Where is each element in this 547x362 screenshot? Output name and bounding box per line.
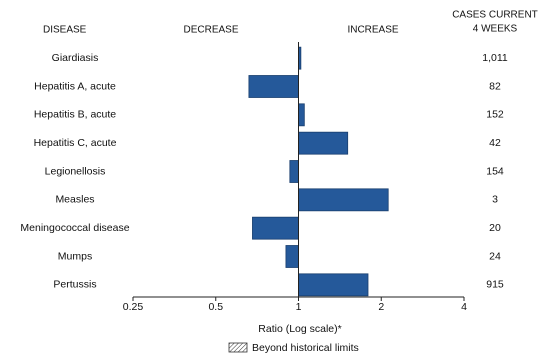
- bar: [289, 160, 299, 183]
- cases-label: 42: [489, 137, 501, 149]
- category-label: Mumps: [58, 250, 92, 262]
- category-label: Measles: [55, 194, 94, 206]
- category-label: Hepatitis C, acute: [34, 137, 117, 149]
- bar: [285, 245, 299, 268]
- x-axis-label: Ratio (Log scale)*: [258, 323, 341, 335]
- category-label: Giardiasis: [52, 52, 99, 64]
- cases-label: 154: [486, 165, 504, 177]
- cases-label: 3: [492, 194, 498, 206]
- legend-label: Beyond historical limits: [252, 342, 359, 354]
- bar: [298, 273, 369, 297]
- category-label: Legionellosis: [45, 165, 106, 177]
- bar: [298, 103, 305, 127]
- category-label: Meningococcal disease: [20, 222, 129, 234]
- x-tick-label: 0.25: [123, 301, 144, 313]
- header-decrease: DECREASE: [183, 25, 238, 36]
- cases-label: 915: [486, 279, 504, 291]
- category-label: Pertussis: [53, 279, 96, 291]
- category-label: Hepatitis A, acute: [34, 80, 116, 92]
- header-disease: DISEASE: [43, 25, 87, 36]
- bar: [298, 188, 389, 212]
- cases-label: 1,011: [482, 52, 508, 64]
- x-tick-label: 2: [378, 301, 384, 313]
- cases-label: 24: [489, 250, 501, 262]
- bar: [248, 75, 299, 98]
- x-tick-label: 1: [296, 301, 302, 313]
- cases-label: 152: [486, 109, 504, 121]
- header-cases: CASES CURRENT: [452, 10, 538, 21]
- header-cases: 4 WEEKS: [473, 24, 518, 35]
- cases-label: 20: [489, 222, 501, 234]
- header-increase: INCREASE: [347, 25, 398, 36]
- legend-swatch: [228, 342, 248, 353]
- category-label: Hepatitis B, acute: [34, 109, 116, 121]
- cases-label: 82: [489, 80, 501, 92]
- bar: [252, 216, 299, 240]
- bar: [298, 131, 349, 155]
- x-tick-label: 4: [461, 301, 467, 313]
- x-tick-label: 0.5: [208, 301, 223, 313]
